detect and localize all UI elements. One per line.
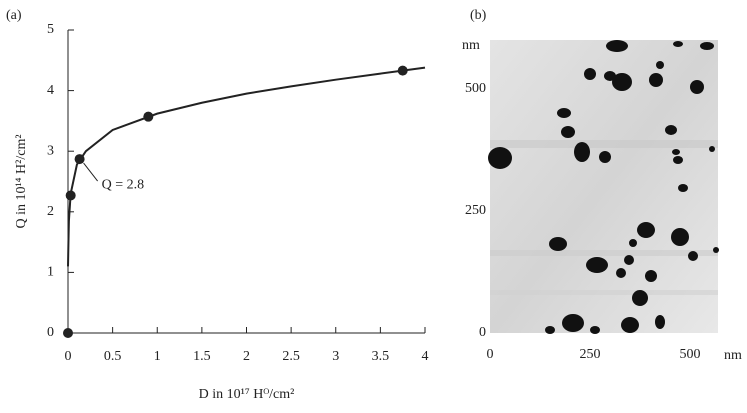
- x-tick-label: 2: [243, 349, 250, 364]
- x-tick-label: 2.5: [282, 349, 300, 364]
- x-tick-label: 4: [422, 349, 429, 364]
- y-tick-label: 0: [479, 325, 486, 340]
- fit-curve: [67, 66, 426, 267]
- afm-image: [488, 40, 719, 334]
- y-unit: nm: [462, 38, 480, 53]
- annotation-leader: [83, 162, 98, 182]
- y-tick-label: 2: [47, 204, 54, 219]
- panel-label: (b): [470, 8, 487, 23]
- x-tick-label: 500: [680, 347, 701, 362]
- x-tick-label: 250: [580, 347, 601, 362]
- y-tick-label: 0: [47, 325, 54, 340]
- x-tick-label: 3.5: [372, 349, 390, 364]
- data-point: [65, 190, 76, 201]
- y-tick-label: 500: [465, 81, 486, 96]
- x-tick-label: 0: [487, 347, 494, 362]
- data-point: [63, 328, 73, 338]
- y-tick-label: 4: [47, 83, 54, 98]
- y-tick-label: 1: [47, 265, 54, 280]
- x-tick-label: 0.5: [104, 349, 122, 364]
- x-tick-label: 1: [154, 349, 161, 364]
- y-axis-label: Q in 10¹⁴ H²/cm²: [14, 134, 29, 228]
- x-tick-label: 1.5: [193, 349, 211, 364]
- y-tick-label: 3: [47, 143, 54, 158]
- x-axis-label: D in 10¹⁷ Hᴼ/cm²: [199, 387, 295, 402]
- x-unit: nm: [724, 348, 742, 363]
- data-point: [74, 154, 85, 165]
- panel-label: (a): [6, 8, 22, 23]
- x-tick-label: 3: [332, 349, 339, 364]
- y-tick-label: 250: [465, 203, 486, 218]
- y-tick-label: 5: [47, 22, 54, 37]
- x-tick-label: 0: [65, 349, 72, 364]
- data-point: [397, 65, 408, 76]
- data-point: [143, 111, 154, 122]
- annotation: Q = 2.8: [102, 177, 145, 192]
